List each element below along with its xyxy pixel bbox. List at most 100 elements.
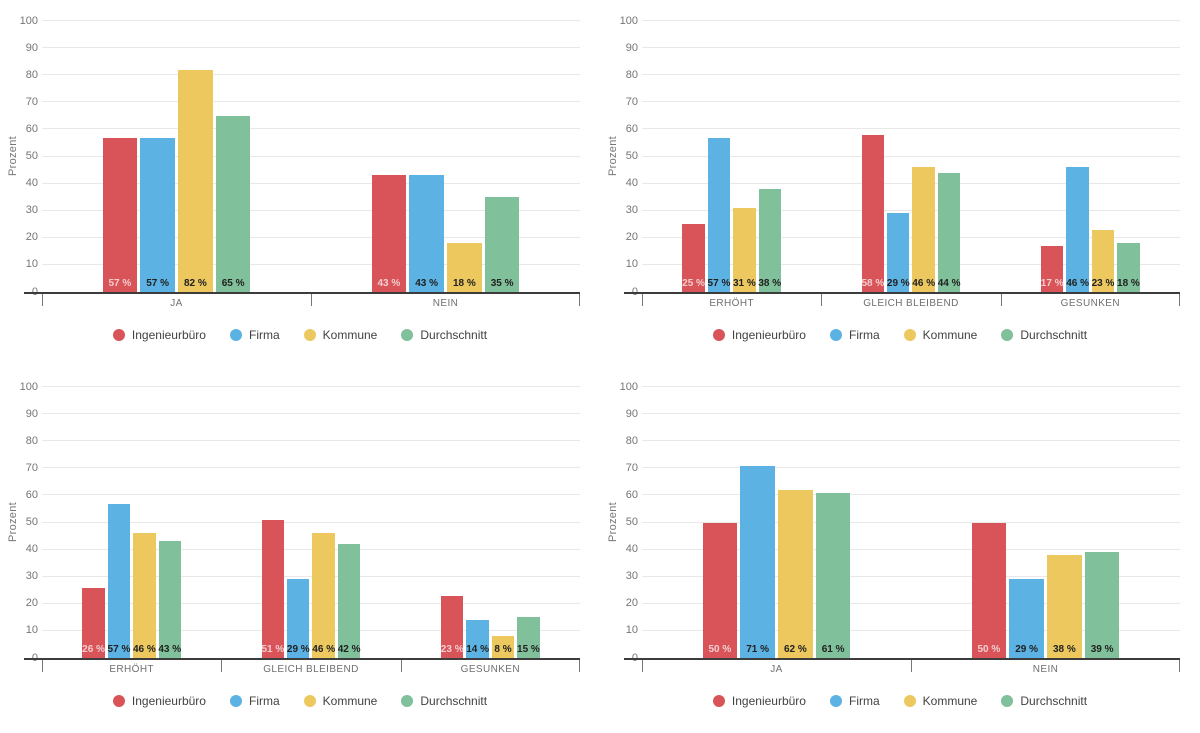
- x-axis-tick: [642, 294, 643, 306]
- bar-value-label: 82 %: [183, 278, 207, 289]
- category-section: 50 % 29 % 38 % 39 %: [911, 387, 1180, 658]
- legend-swatch: [1001, 329, 1014, 341]
- y-tick-label: 40: [25, 543, 38, 556]
- y-tick-label: 60: [25, 122, 38, 135]
- bar-value-label: 26 %: [82, 644, 105, 655]
- gridline: [42, 263, 580, 265]
- gridline: [42, 236, 580, 238]
- bar-kommune: 46 %: [133, 533, 156, 658]
- gridline: [642, 467, 1180, 469]
- bar-value-label: 65 %: [221, 278, 245, 289]
- x-axis-tick: [821, 294, 823, 306]
- legend-item: Kommune: [903, 328, 977, 342]
- legend-label: Durchschnitt: [1020, 328, 1088, 342]
- y-tick-label: 90: [25, 41, 38, 54]
- bar-ingenieurb-ro: 58 %: [861, 134, 884, 292]
- bar-groups: 25 % 57 % 31 % 38 % 58 % 29 % 46 % 44 % 17 % 46 %…: [642, 21, 1180, 292]
- gridline: [642, 182, 1180, 184]
- y-tick-label: 10: [625, 624, 638, 637]
- bar-durchschnitt: 35 %: [484, 197, 520, 292]
- y-tick-label: 80: [625, 434, 638, 447]
- bar-value-label: 38 %: [758, 278, 782, 289]
- gridline: [42, 440, 580, 442]
- plot-area: 26 % 57 % 46 % 43 % 51 % 29 % 46 % 42 % 23 % 14 %…: [24, 386, 580, 675]
- legend-label: Firma: [248, 328, 280, 342]
- bar-kommune: 23 %: [1092, 229, 1114, 292]
- y-tick-label: 70: [25, 95, 38, 108]
- bar-durchschnitt: 43 %: [158, 541, 182, 658]
- bar-value-label: 15 %: [517, 644, 540, 655]
- bar-firma: 57 %: [140, 137, 175, 292]
- legend-label: Kommune: [922, 694, 978, 708]
- bar-firma: 57 %: [107, 503, 131, 658]
- chart-bottom-right: Prozent 50 % 71 % 62 % 61 % 50 % 29 % 38 % 39 % J…: [600, 366, 1200, 733]
- category-section: 43 % 43 % 18 % 35 %: [311, 21, 580, 292]
- category-label: ERHÖHT: [109, 664, 154, 675]
- legend-label: Kommune: [322, 328, 378, 342]
- legend-swatch: [401, 695, 414, 707]
- x-axis-tick: [311, 294, 312, 306]
- bar-ingenieurb-ro: 43 %: [371, 175, 407, 292]
- bar-durchschnitt: 42 %: [338, 544, 360, 658]
- y-tick-label: 100: [19, 14, 38, 27]
- y-tick-label: 10: [25, 624, 38, 637]
- bar-ingenieurb-ro: 50 %: [971, 522, 1007, 658]
- bar-ingenieurb-ro: 23 %: [440, 595, 464, 658]
- bar-value-label: 35 %: [490, 278, 514, 289]
- plot-area: 50 % 71 % 62 % 61 % 50 % 29 % 38 % 39 % JA NEIN: [624, 386, 1180, 675]
- y-tick-label: 30: [25, 570, 38, 583]
- bar-value-label: 39 %: [1090, 644, 1114, 655]
- bar-group: 23 % 14 % 8 % 15 %: [441, 387, 540, 658]
- bar-ingenieurb-ro: 57 %: [102, 137, 138, 292]
- gridline: [42, 128, 580, 130]
- x-axis-tick: [579, 660, 580, 672]
- y-tick-label: 50: [25, 150, 38, 162]
- bar-firma: 29 %: [886, 213, 910, 292]
- legend-swatch: [903, 329, 916, 341]
- legend-swatch: [112, 695, 125, 707]
- legend-label: Durchschnitt: [420, 694, 488, 708]
- legend-swatch: [229, 329, 242, 341]
- legend-label: Durchschnitt: [1020, 694, 1088, 708]
- bar-durchschnitt: 15 %: [517, 617, 540, 658]
- bar-value-label: 42 %: [337, 644, 361, 655]
- legend-item: Durchschnitt: [401, 328, 487, 342]
- bar-value-label: 44 %: [937, 278, 961, 289]
- y-tick-label: 10: [25, 258, 38, 271]
- gridline: [642, 440, 1180, 442]
- legend-item: Ingenieurbüro: [112, 328, 206, 342]
- bar-value-label: 43 %: [158, 644, 182, 655]
- bar-group: 51 % 29 % 46 % 42 %: [261, 387, 360, 658]
- x-axis-tick: [911, 660, 912, 672]
- bar-value-label: 57 %: [107, 644, 131, 655]
- gridline: [42, 182, 580, 184]
- bar-group: 17 % 46 % 23 % 18 %: [1041, 21, 1140, 292]
- y-tick-label: 0: [8, 286, 38, 299]
- legend-item: Durchschnitt: [1001, 694, 1087, 708]
- y-tick-label: 0: [608, 652, 638, 665]
- bar-value-label: 46 %: [1066, 278, 1090, 289]
- gridline: [42, 209, 580, 211]
- gridline: [642, 101, 1180, 103]
- gridline: [642, 386, 1180, 387]
- bar-group: 57 % 57 % 82 % 65 %: [102, 21, 251, 292]
- gridline: [642, 575, 1180, 577]
- y-tick-label: 70: [625, 461, 638, 474]
- gridline: [642, 128, 1180, 130]
- y-tick-label: 0: [608, 286, 638, 299]
- y-tick-label: 60: [625, 122, 638, 135]
- bar-value-label: 71 %: [746, 644, 770, 655]
- bar-ingenieurb-ro: 50 %: [702, 522, 738, 658]
- y-tick-label: 70: [25, 461, 38, 474]
- chart-top-right: Prozent 25 % 57 % 31 % 38 % 58 % 29 % 46 % 44 % 1…: [600, 0, 1200, 366]
- plot-area: 57 % 57 % 82 % 65 % 43 % 43 % 18 % 35 % JA NEIN: [24, 20, 580, 309]
- bar-value-label: 29 %: [1015, 644, 1039, 655]
- legend-item: Ingenieurbüro: [712, 694, 806, 708]
- bar-value-label: 23 %: [440, 644, 464, 655]
- bar-groups: 50 % 71 % 62 % 61 % 50 % 29 % 38 % 39 %: [642, 387, 1180, 658]
- legend-item: Ingenieurbüro: [112, 694, 206, 708]
- bar-value-label: 57 %: [146, 278, 170, 289]
- gridline: [42, 548, 580, 550]
- legend-label: Ingenieurbüro: [731, 328, 806, 342]
- bar-value-label: 29 %: [886, 278, 910, 289]
